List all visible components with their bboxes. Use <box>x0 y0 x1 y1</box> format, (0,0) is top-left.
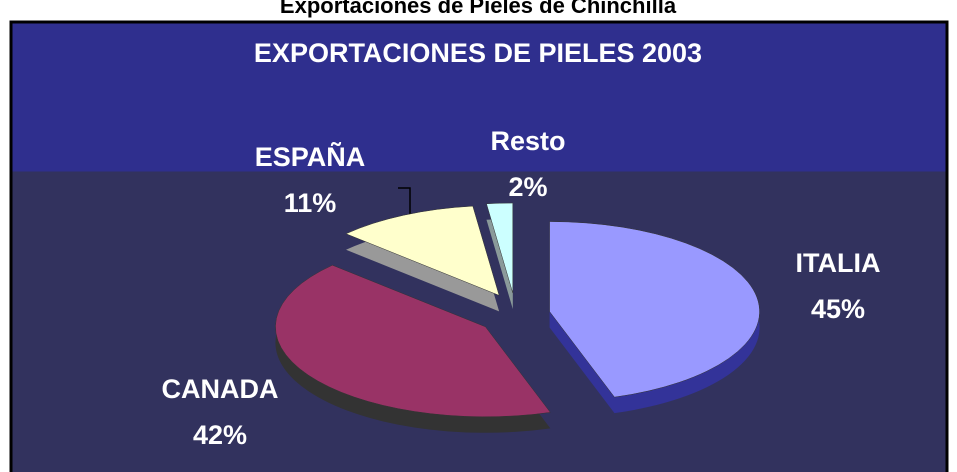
slice-value-label: 2% <box>508 172 547 202</box>
page-title: Exportaciones de Pieles de Chinchilla <box>280 0 677 18</box>
slice-value-label: 45% <box>811 294 865 324</box>
chart-title: EXPORTACIONES DE PIELES 2003 <box>254 38 702 68</box>
slice <box>345 205 500 296</box>
slice-label: CANADA <box>162 374 279 404</box>
title-band <box>12 23 946 172</box>
slice-label: ESPAÑA <box>255 141 366 172</box>
slice <box>275 264 551 418</box>
slice-label: ITALIA <box>796 248 881 278</box>
slice-value-label: 42% <box>193 420 247 450</box>
slice <box>486 202 514 294</box>
slice <box>549 221 760 398</box>
slice-label: Resto <box>490 126 565 156</box>
slice-value-label: 11% <box>284 188 337 218</box>
